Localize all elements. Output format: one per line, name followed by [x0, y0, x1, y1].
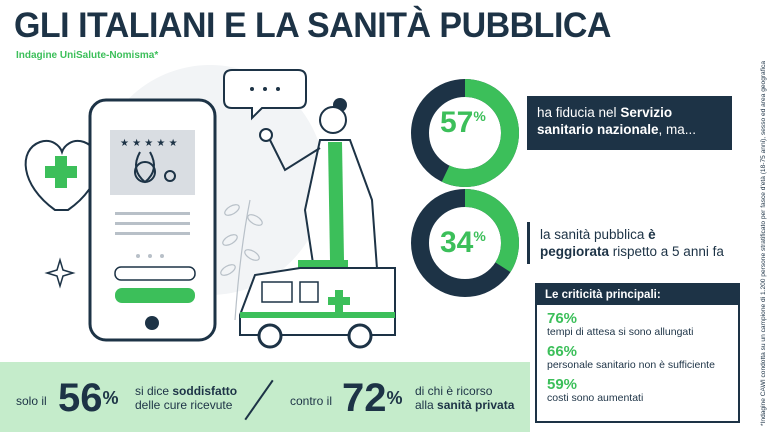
healthcare-illustration: ★ ★ ★ ★ ★ — [24, 65, 396, 349]
stat-value-worse: 34% — [440, 226, 486, 259]
page-subtitle: Indagine UniSalute-Nomisma* — [16, 50, 159, 61]
criticita-panel: Le criticità principali: 76% tempi di at… — [535, 283, 740, 423]
svg-text:★ ★ ★ ★ ★: ★ ★ ★ ★ ★ — [120, 138, 178, 149]
stat-value-trust: 57% — [440, 106, 486, 139]
list-item: 76% tempi di attesa si sono allungati — [547, 310, 694, 338]
left-text: si dice soddisfatto delle cure ricevute — [135, 384, 238, 412]
phone-icon: ★ ★ ★ ★ ★ — [88, 98, 217, 342]
left-prefix: solo il — [16, 394, 47, 408]
heart-cross-icon — [24, 140, 100, 211]
sparkle-icon — [44, 257, 76, 289]
divider — [244, 379, 274, 421]
stat-text-trust: ha fiducia nel Servizio sanitario nazion… — [527, 96, 732, 150]
list-item: 66% personale sanitario non è sufficient… — [547, 343, 715, 371]
stat-text-worse: la sanità pubblica è peggiorata rispetto… — [527, 222, 737, 264]
criticita-title: Le criticità principali: — [537, 285, 738, 305]
left-value: 56% — [58, 376, 119, 420]
speech-bubble-icon — [223, 69, 307, 121]
donut-arc-worse — [411, 189, 519, 297]
donut-chart-trust — [411, 79, 519, 187]
right-prefix: contro il — [290, 394, 333, 408]
methodology-note: *Indagine CAWI condotta su un campione d… — [744, 6, 767, 426]
ambulance-icon — [239, 260, 396, 349]
list-item: 59% costi sono aumentati — [547, 376, 644, 404]
plant-icon — [220, 199, 263, 321]
methodology-note-text: *Indagine CAWI condotta su un campione d… — [760, 61, 767, 426]
right-text: di chi è ricorso alla sanità privata — [415, 384, 515, 412]
donut-chart-worse — [411, 189, 519, 297]
page-title: GLI ITALIANI E LA SANITÀ PUBBLICA — [14, 6, 611, 45]
satisfaction-band: solo il 56% si dice soddisfatto delle cu… — [0, 362, 530, 432]
right-value: 72% — [342, 376, 403, 420]
donut-arc-trust — [411, 79, 519, 187]
